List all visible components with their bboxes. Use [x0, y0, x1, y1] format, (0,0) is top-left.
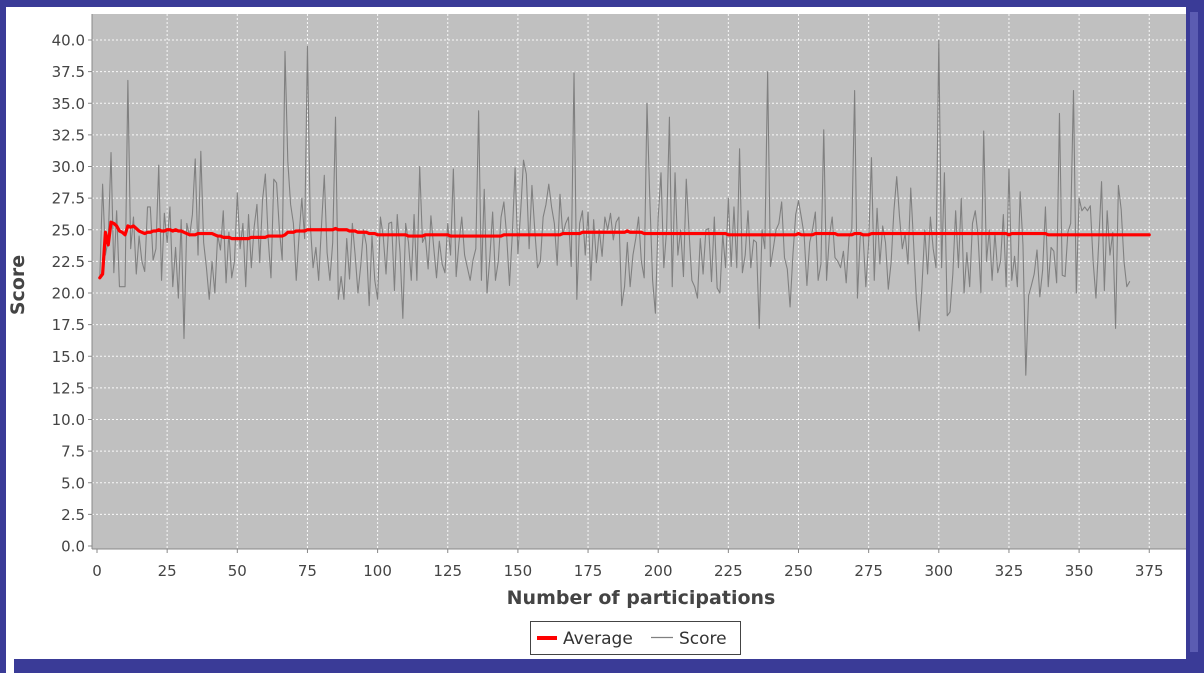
series-group: [98, 39, 1151, 376]
plot-area: [92, 14, 1186, 549]
y-tick-label-8: 20.0: [52, 285, 85, 303]
x-tick-label-1: 25: [158, 562, 177, 580]
legend-average-label: Average: [563, 629, 633, 649]
y-tick-label-7: 17.5: [52, 316, 85, 334]
y-tick-label-4: 10.0: [52, 411, 85, 429]
x-tick-label-4: 100: [363, 562, 392, 580]
gridlines: [92, 14, 1186, 549]
y-tick-label-12: 30.0: [52, 158, 85, 176]
y-tick-label-1: 2.5: [61, 506, 85, 524]
x-tick-label-9: 225: [714, 562, 743, 580]
y-tick-label-0: 0.0: [61, 538, 85, 556]
x-tick-label-11: 275: [854, 562, 883, 580]
frame-border-left: [0, 0, 6, 673]
y-tick-label-14: 35.0: [52, 95, 85, 113]
x-tick-label-14: 350: [1065, 562, 1094, 580]
x-tick-label-6: 150: [504, 562, 533, 580]
series-line-average: [98, 220, 1151, 280]
x-axis-label: Number of participations: [507, 587, 776, 609]
frame-border-bottom: [14, 659, 1204, 673]
legend-score-label: Score: [679, 629, 727, 649]
legend: Average Score: [530, 621, 741, 655]
x-tick-label-15: 375: [1135, 562, 1164, 580]
y-tick-label-10: 25.0: [52, 221, 85, 239]
x-tick-label-13: 325: [995, 562, 1024, 580]
legend-box: [530, 621, 741, 655]
axes-group: 0.0 2.5 5.0 7.5 10.0 12.5 15.0 17.5 20.0 22.5 25.0…: [52, 14, 1186, 580]
frame-border-highlight: [1190, 12, 1198, 652]
x-tick-label-5: 125: [433, 562, 462, 580]
x-tick-label-0: 0: [92, 562, 102, 580]
x-tick-label-10: 250: [784, 562, 813, 580]
x-tick-label-3: 75: [298, 562, 317, 580]
x-tick-label-8: 200: [644, 562, 673, 580]
y-tick-label-13: 32.5: [52, 126, 85, 144]
x-tick-label-12: 300: [924, 562, 953, 580]
y-tick-label-15: 37.5: [52, 63, 85, 81]
line-chart: 0.0 2.5 5.0 7.5 10.0 12.5 15.0 17.5 20.0 22.5 25.0…: [7, 14, 1186, 655]
y-tick-label-3: 7.5: [61, 443, 85, 461]
y-tick-label-5: 12.5: [52, 379, 85, 397]
y-tick-label-16: 40.0: [52, 32, 85, 50]
y-tick-label-2: 5.0: [61, 474, 85, 492]
y-axis-label: Score: [7, 255, 29, 315]
x-tick-label-7: 175: [574, 562, 603, 580]
y-tick-label-11: 27.5: [52, 190, 85, 208]
frame-border-top: [0, 0, 1204, 7]
x-tick-label-2: 50: [228, 562, 247, 580]
y-tick-label-9: 22.5: [52, 253, 85, 271]
y-tick-label-6: 15.0: [52, 348, 85, 366]
